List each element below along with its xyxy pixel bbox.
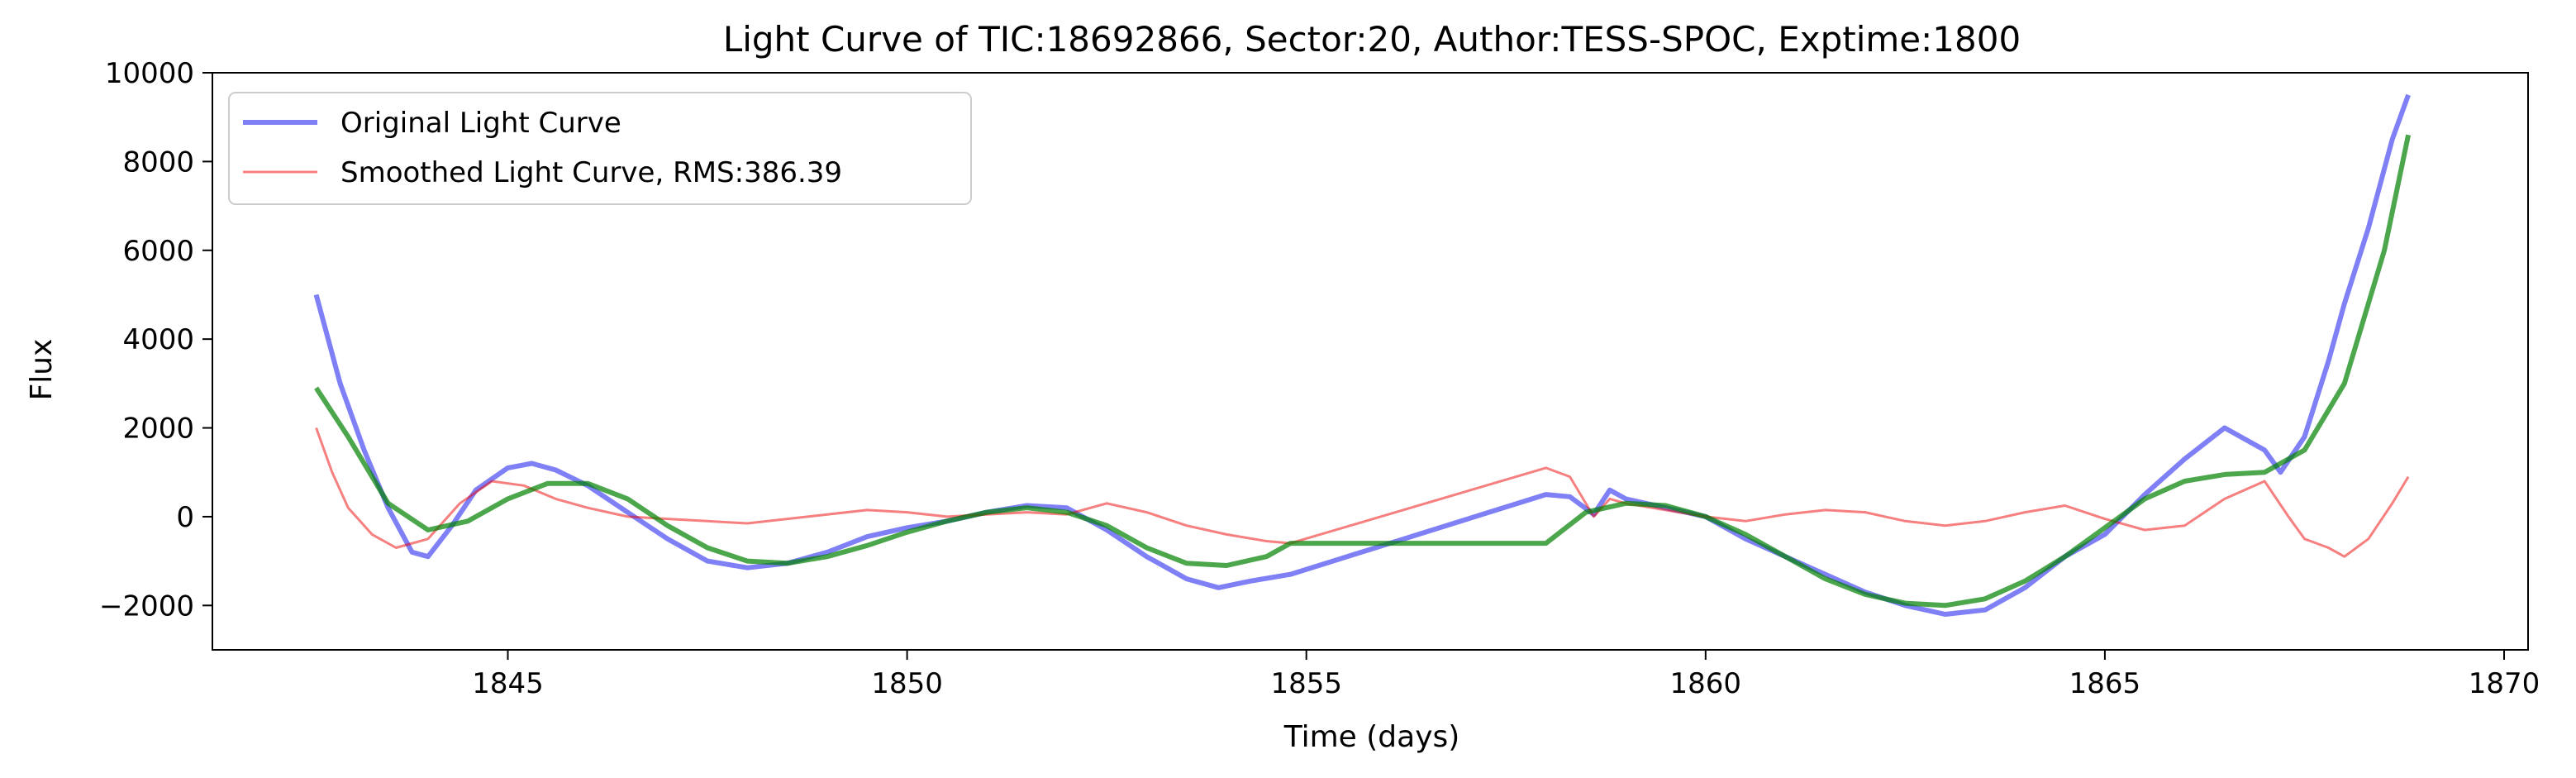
legend-label-smoothed: Smoothed Light Curve, RMS:386.39 — [340, 156, 842, 189]
x-tick-label: 1860 — [1670, 667, 1742, 700]
plot-frame — [212, 72, 2529, 651]
x-axis-label: Time (days) — [1283, 720, 1460, 754]
series-group — [313, 93, 2412, 617]
series-line-0 — [313, 93, 2411, 617]
series-line-2 — [314, 134, 2412, 609]
y-tick-label: −2000 — [99, 589, 194, 623]
y-axis-label: Flux — [25, 339, 59, 401]
legend: Original Light Curve Smoothed Light Curv… — [228, 92, 972, 205]
legend-label-original: Original Light Curve — [340, 107, 621, 140]
y-tick-label: 4000 — [122, 323, 194, 356]
chart-title: Light Curve of TIC:18692866, Sector:20, … — [723, 19, 2021, 60]
x-tick-label: 1845 — [472, 667, 544, 700]
x-axis: 1845 1850 1855 1860 1865 1870 — [472, 650, 2540, 700]
x-tick-label: 1850 — [871, 667, 943, 700]
x-tick-label: 1855 — [1270, 667, 1342, 700]
y-tick-label: 2000 — [122, 413, 194, 446]
y-axis: −2000 0 2000 4000 6000 8000 10000 — [99, 57, 212, 623]
y-tick-label: 6000 — [122, 235, 194, 268]
x-tick-label: 1865 — [2069, 667, 2141, 700]
x-tick-label: 1870 — [2469, 667, 2540, 700]
legend-box — [228, 92, 972, 205]
y-tick-label: 10000 — [105, 57, 194, 90]
y-tick-label: 0 — [176, 501, 194, 534]
y-tick-label: 8000 — [122, 146, 194, 179]
